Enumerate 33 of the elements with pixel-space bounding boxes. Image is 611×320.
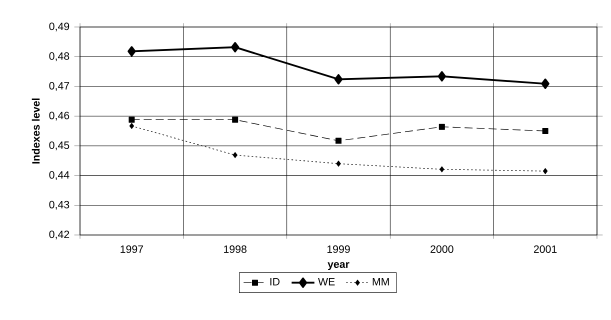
point xyxy=(129,122,134,129)
legend-label: WE xyxy=(318,278,335,286)
y-tick-label: 0,44 xyxy=(49,171,70,180)
point xyxy=(542,168,548,174)
y-tick-label: 0,47 xyxy=(49,82,70,91)
x-tick-label: 1998 xyxy=(224,245,246,253)
legend-label: MM xyxy=(372,278,389,286)
x-axis-title: year xyxy=(328,262,350,270)
point xyxy=(232,152,238,158)
point xyxy=(230,42,240,52)
y-tick-label: 0,45 xyxy=(49,141,70,150)
point xyxy=(232,116,238,123)
y-tick-label: 0,49 xyxy=(49,22,70,32)
x-tick-label: 1999 xyxy=(327,245,350,253)
y-tick-label: 0,43 xyxy=(49,200,70,210)
point xyxy=(128,46,136,57)
point xyxy=(542,128,548,134)
point xyxy=(438,124,445,130)
x-tick-label: 2001 xyxy=(534,245,557,253)
point xyxy=(440,166,444,172)
y-axis-title: Indexes level xyxy=(32,98,40,164)
point xyxy=(438,71,446,82)
legend-label: ID xyxy=(270,278,280,286)
y-tick-label: 0,48 xyxy=(49,52,70,62)
point xyxy=(336,138,342,144)
point xyxy=(541,78,550,89)
y-tick-label: 0,46 xyxy=(49,112,70,121)
point xyxy=(128,116,135,123)
point xyxy=(334,74,343,84)
x-tick-label: 2000 xyxy=(430,245,454,253)
point xyxy=(336,160,341,167)
x-tick-label: 1997 xyxy=(120,245,144,253)
y-tick-label: 0,42 xyxy=(49,230,70,240)
